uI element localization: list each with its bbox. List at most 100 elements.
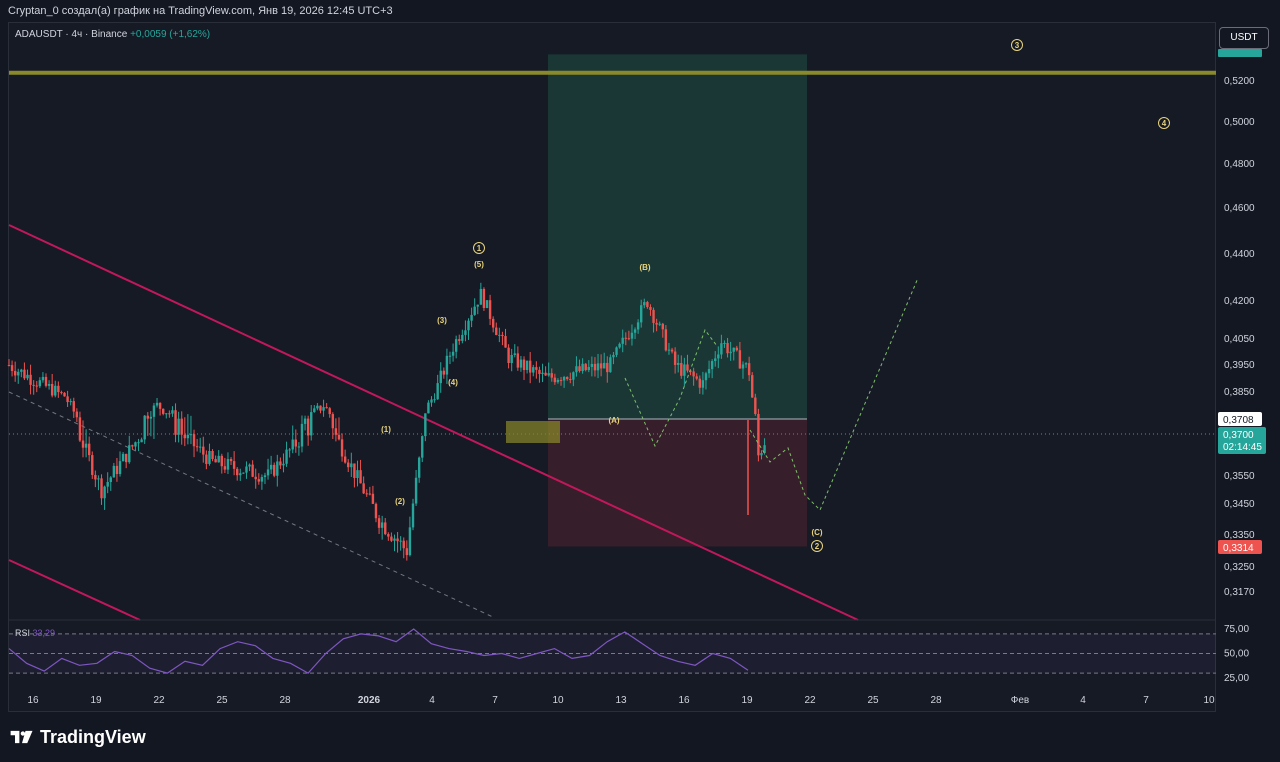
candle-body xyxy=(572,372,575,380)
candle-body xyxy=(371,493,375,504)
price-tick-label: 0,3450 xyxy=(1224,499,1255,510)
currency-button[interactable]: USDT xyxy=(1219,27,1269,49)
candle-body xyxy=(735,347,739,351)
candle-body xyxy=(273,464,276,476)
candle-body xyxy=(763,445,766,454)
wave-label: (2) xyxy=(395,497,405,506)
level-badge-label: 0,3708 xyxy=(1223,415,1254,426)
candle-body xyxy=(192,434,196,447)
candle-body xyxy=(223,466,227,470)
candle-body xyxy=(63,392,66,397)
candle-body xyxy=(507,347,510,364)
time-tick-label: 22 xyxy=(804,695,816,706)
candle-body xyxy=(640,305,643,323)
candle-body xyxy=(47,383,51,386)
candle-body xyxy=(35,385,38,387)
candle-body xyxy=(553,377,557,383)
candle-body xyxy=(112,465,116,478)
candle-body xyxy=(87,443,91,456)
candle-body xyxy=(38,380,42,387)
candle-body xyxy=(387,534,390,537)
candle-body xyxy=(448,355,452,357)
candle-body xyxy=(414,477,418,504)
candle-body xyxy=(581,363,584,372)
candle-body xyxy=(60,392,63,394)
candle-body xyxy=(411,503,415,528)
candle-body xyxy=(495,327,498,336)
candle-body xyxy=(20,369,23,372)
tradingview-logo[interactable]: TradingView xyxy=(10,726,146,748)
candle-body xyxy=(402,540,405,549)
price-tick-label: 0,3250 xyxy=(1224,562,1255,573)
channel-mid-dashed xyxy=(8,391,496,619)
candle-body xyxy=(754,397,757,414)
candle-body xyxy=(202,446,205,455)
candle-body xyxy=(236,468,239,476)
time-tick-label: 16 xyxy=(27,695,39,706)
candle-body xyxy=(649,307,652,310)
candle-body xyxy=(328,408,331,415)
candle-body xyxy=(541,372,544,374)
candle-body xyxy=(282,463,285,466)
time-tick-label: 19 xyxy=(741,695,753,706)
candle-body xyxy=(673,351,677,365)
candle-body xyxy=(599,363,603,369)
candle-body xyxy=(316,405,319,409)
candle-body xyxy=(516,353,520,368)
candle-body xyxy=(356,470,359,478)
candle-body xyxy=(612,354,615,358)
candle-body xyxy=(242,472,245,474)
symbol-legend[interactable]: ADAUSDT · 4ч · Binance +0,0059 (+1,62%) xyxy=(15,29,210,40)
support-box xyxy=(506,421,560,443)
candle-body xyxy=(81,440,85,448)
candle-body xyxy=(593,363,597,371)
candle-body xyxy=(174,410,177,435)
candle-body xyxy=(368,493,372,495)
candle-body xyxy=(208,450,211,464)
candle-body xyxy=(128,445,131,463)
price-tick-label: 0,4600 xyxy=(1224,203,1255,214)
candle-body xyxy=(54,385,57,396)
time-tick-label: 7 xyxy=(1143,695,1149,706)
wave-label: (3) xyxy=(437,316,447,325)
candle-body xyxy=(451,351,455,356)
time-tick-label: 10 xyxy=(1203,695,1215,706)
price-tick-label: 0,4050 xyxy=(1224,334,1255,345)
price-tick-label: 0,4800 xyxy=(1224,159,1255,170)
level-badge xyxy=(1218,412,1262,426)
projection-path-b xyxy=(624,328,718,448)
target-badge xyxy=(1218,49,1262,57)
wave-label: (5) xyxy=(474,260,484,269)
candle-body xyxy=(528,360,532,373)
candle-body xyxy=(146,415,149,419)
circled-wave-marker xyxy=(1011,39,1023,51)
candle-body xyxy=(195,446,199,448)
price-tick-label: 0,3950 xyxy=(1224,360,1255,371)
countdown-label: 02:14:45 xyxy=(1223,442,1262,453)
candle-body xyxy=(393,538,396,541)
candle-body xyxy=(760,453,763,456)
candle-body xyxy=(704,373,708,381)
candle-body xyxy=(269,464,273,470)
time-tick-label: 19 xyxy=(90,695,102,706)
time-tick-label: 13 xyxy=(615,695,627,706)
chart-caption: Cryptan_0 создал(а) график на TradingVie… xyxy=(0,0,1280,22)
candles xyxy=(7,282,766,561)
candle-body xyxy=(149,416,153,419)
candle-body xyxy=(747,363,751,376)
candle-body xyxy=(417,457,421,478)
current-price-badge xyxy=(1218,427,1266,454)
candle-body xyxy=(260,477,264,482)
candle-body xyxy=(229,459,233,462)
candle-body xyxy=(430,399,433,403)
candle-body xyxy=(248,464,251,467)
rsi-legend[interactable]: RSI 33,29 xyxy=(15,628,55,638)
candle-body xyxy=(245,466,248,473)
candle-body xyxy=(214,459,217,463)
channel-lower-line xyxy=(8,559,141,621)
price-tick-label: 0,3550 xyxy=(1224,471,1255,482)
price-tick-label: 0,5200 xyxy=(1224,76,1255,87)
candle-body xyxy=(686,364,689,371)
candle-body xyxy=(695,376,698,379)
